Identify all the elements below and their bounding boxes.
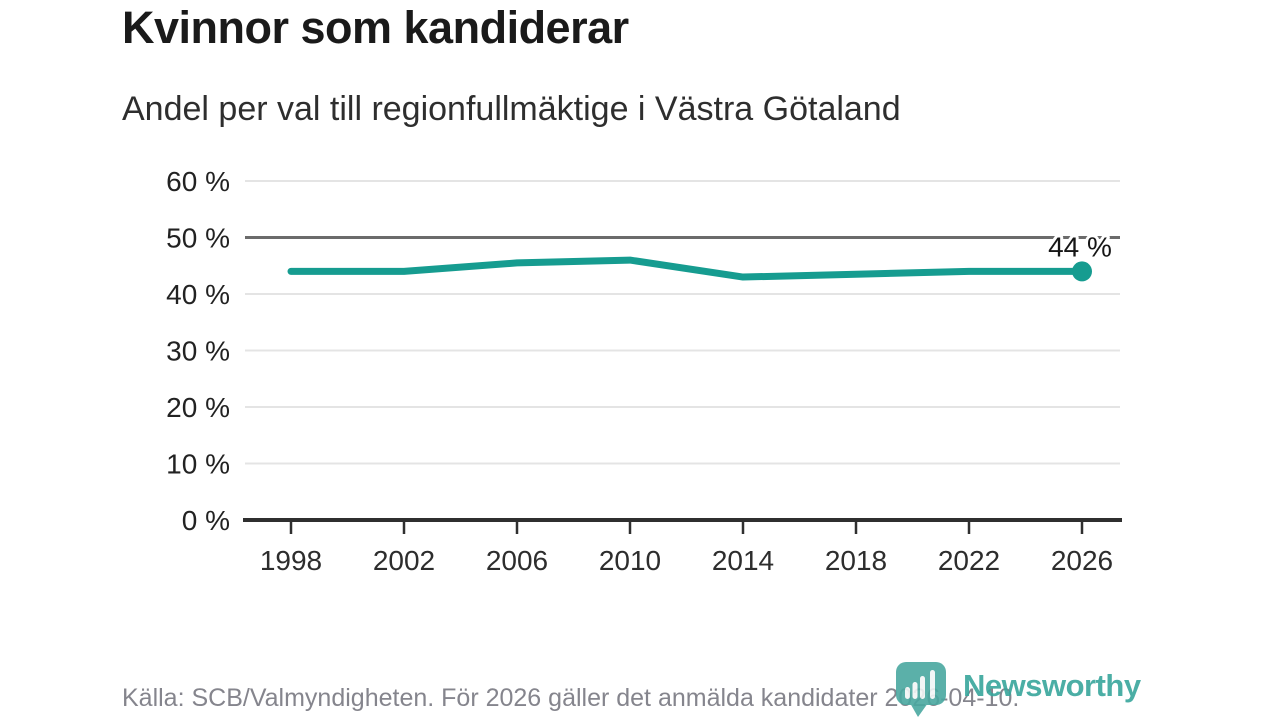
x-axis-tick-label: 2006 (486, 545, 548, 576)
newsworthy-logo: Newsworthy (895, 661, 1141, 719)
chart-subtitle: Andel per val till regionfullmäktige i V… (122, 90, 901, 128)
page-title: Kvinnor som kandiderar (122, 2, 629, 53)
y-axis-tick-label: 40 % (166, 279, 230, 310)
x-axis-tick-label: 2014 (712, 545, 774, 576)
x-axis-tick-label: 2010 (599, 545, 661, 576)
end-point-value-label: 44 % (1048, 231, 1112, 262)
y-axis-tick-label: 50 % (166, 223, 230, 254)
x-axis-tick-label: 2022 (938, 545, 1000, 576)
y-axis-tick-label: 20 % (166, 392, 230, 423)
y-axis-tick-label: 30 % (166, 336, 230, 367)
x-axis-tick-label: 2002 (373, 545, 435, 576)
y-axis-tick-label: 60 % (166, 166, 230, 197)
y-axis-tick-label: 0 % (182, 505, 230, 536)
x-axis-tick-label: 2026 (1051, 545, 1113, 576)
end-point-marker (1072, 261, 1092, 282)
y-axis-tick-label: 10 % (166, 449, 230, 480)
x-axis-tick-label: 2018 (825, 545, 887, 576)
data-line-series (287, 256, 1086, 281)
newsworthy-logo-text: Newsworthy (963, 668, 1141, 703)
x-axis-tick-label: 1998 (260, 545, 322, 576)
source-note: Källa: SCB/Valmyndigheten. För 2026 gäll… (122, 684, 1020, 712)
bar-chart-map-pin-icon (896, 662, 946, 717)
